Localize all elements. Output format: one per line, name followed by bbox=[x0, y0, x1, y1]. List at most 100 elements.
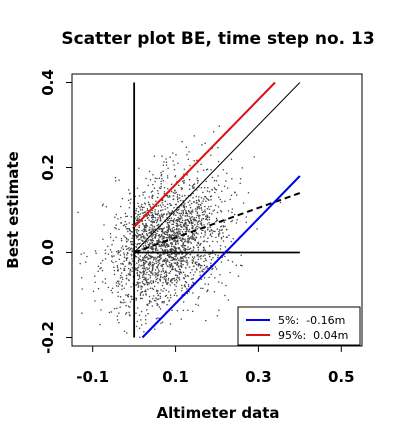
scatter-point bbox=[120, 272, 123, 274]
scatter-point bbox=[135, 219, 138, 222]
scatter-point bbox=[180, 256, 182, 258]
scatter-point bbox=[153, 155, 156, 158]
scatter-point bbox=[225, 284, 227, 287]
scatter-point bbox=[138, 216, 141, 218]
scatter-point bbox=[196, 225, 198, 228]
scatter-point bbox=[151, 197, 154, 199]
scatter-point bbox=[171, 309, 173, 312]
scatter-point bbox=[121, 288, 123, 290]
scatter-point bbox=[204, 209, 206, 211]
scatter-point bbox=[177, 209, 180, 211]
scatter-point bbox=[279, 201, 282, 204]
scatter-point bbox=[197, 220, 199, 223]
scatter-point bbox=[176, 198, 179, 201]
scatter-point bbox=[192, 211, 194, 213]
scatter-point bbox=[148, 170, 151, 173]
scatter-point bbox=[180, 318, 183, 320]
scatter-point bbox=[160, 213, 163, 216]
scatter-point bbox=[95, 252, 97, 255]
scatter-point bbox=[200, 287, 202, 289]
scatter-point bbox=[157, 269, 160, 271]
scatter-point bbox=[137, 278, 140, 281]
scatter-point bbox=[147, 250, 149, 252]
scatter-point bbox=[204, 195, 207, 198]
scatter-point bbox=[149, 263, 152, 266]
scatter-point bbox=[160, 244, 163, 246]
scatter-point bbox=[195, 199, 198, 202]
scatter-point bbox=[170, 263, 173, 265]
scatter-point bbox=[187, 158, 190, 160]
scatter-point bbox=[152, 233, 155, 236]
scatter-point bbox=[193, 234, 196, 237]
scatter-point bbox=[166, 254, 169, 257]
scatter-point bbox=[171, 256, 174, 259]
scatter-point bbox=[158, 244, 161, 246]
scatter-point bbox=[120, 262, 122, 265]
scatter-point bbox=[119, 296, 122, 298]
scatter-point bbox=[200, 222, 203, 224]
scatter-point bbox=[199, 221, 201, 223]
scatter-point bbox=[156, 213, 158, 215]
scatter-point bbox=[224, 255, 226, 258]
scatter-point bbox=[150, 272, 152, 274]
scatter-point bbox=[145, 280, 148, 283]
scatter-point bbox=[156, 277, 159, 280]
scatter-point bbox=[198, 262, 200, 265]
scatter-point bbox=[184, 254, 187, 257]
scatter-point bbox=[142, 282, 144, 285]
scatter-point bbox=[151, 221, 154, 224]
scatter-point bbox=[167, 230, 170, 232]
scatter-point bbox=[184, 223, 187, 225]
scatter-point bbox=[125, 241, 128, 243]
scatter-point bbox=[157, 210, 160, 212]
scatter-point bbox=[153, 242, 155, 245]
scatter-point bbox=[156, 290, 158, 293]
scatter-point bbox=[128, 227, 131, 230]
scatter-point bbox=[237, 275, 240, 277]
scatter-point bbox=[234, 191, 236, 193]
scatter-point bbox=[123, 235, 125, 237]
scatter-point bbox=[171, 281, 173, 284]
scatter-point bbox=[157, 298, 160, 300]
scatter-point bbox=[163, 237, 165, 239]
scatter-point bbox=[169, 323, 172, 325]
scatter-point bbox=[184, 274, 186, 276]
scatter-point bbox=[130, 262, 132, 265]
scatter-point bbox=[217, 281, 220, 283]
scatter-point bbox=[142, 271, 144, 274]
scatter-point bbox=[157, 303, 159, 306]
scatter-point bbox=[166, 177, 169, 179]
scatter-point bbox=[183, 249, 185, 251]
scatter-point bbox=[207, 283, 210, 286]
scatter-point bbox=[217, 206, 220, 208]
scatter-point bbox=[235, 264, 238, 267]
scatter-point bbox=[148, 302, 150, 305]
scatter-point bbox=[186, 224, 188, 226]
scatter-point bbox=[151, 256, 154, 258]
scatter-point bbox=[184, 285, 187, 288]
scatter-point bbox=[153, 285, 156, 288]
scatter-point bbox=[168, 213, 170, 215]
scatter-point bbox=[169, 266, 171, 268]
scatter-point bbox=[147, 288, 149, 291]
scatter-point bbox=[164, 208, 167, 210]
scatter-point bbox=[231, 211, 233, 214]
scatter-point bbox=[176, 280, 179, 282]
scatter-point bbox=[170, 264, 173, 266]
scatter-point bbox=[159, 204, 162, 206]
scatter-point bbox=[214, 276, 216, 279]
scatter-point bbox=[161, 284, 164, 287]
scatter-point bbox=[115, 250, 118, 253]
scatter-point bbox=[157, 290, 159, 292]
scatter-point bbox=[187, 285, 190, 288]
scatter-point bbox=[199, 243, 202, 245]
scatter-point bbox=[155, 276, 157, 278]
scatter-point bbox=[192, 265, 195, 267]
scatter-point bbox=[138, 327, 141, 329]
scatter-point bbox=[165, 270, 167, 272]
scatter-point bbox=[157, 240, 160, 242]
scatter-point bbox=[204, 142, 206, 145]
scatter-point bbox=[111, 292, 114, 294]
scatter-point bbox=[196, 179, 199, 182]
scatter-point bbox=[159, 217, 162, 220]
